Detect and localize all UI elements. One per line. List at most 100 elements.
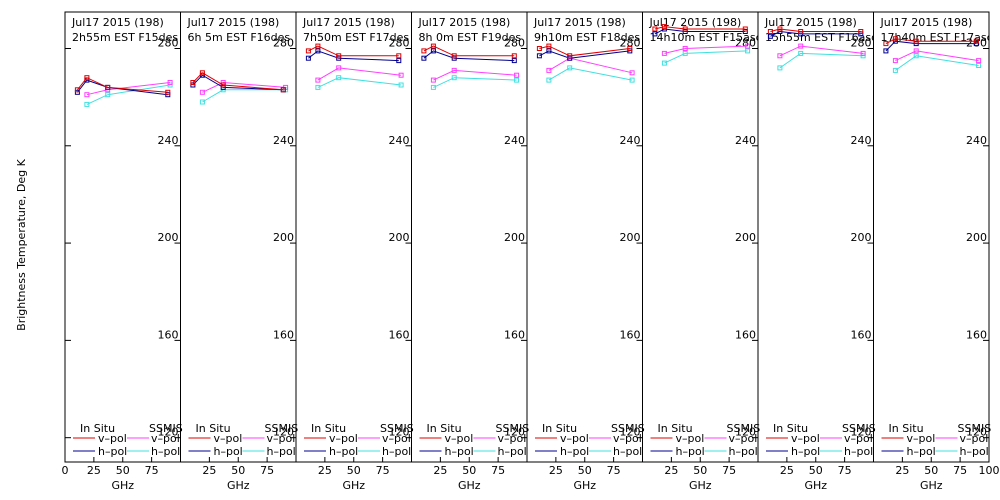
y-tick-label: 280: [158, 36, 179, 49]
ssmis-h-point: [451, 75, 457, 81]
y-tick-label: 120: [158, 426, 179, 439]
x-axis-label: GHz: [573, 479, 596, 492]
insitu-v-point: [190, 80, 196, 85]
x-tick-label: 50: [231, 464, 245, 477]
insitu-v-point: [798, 29, 804, 34]
x-tick-label: 75: [145, 464, 159, 477]
ssmis-v-point: [336, 65, 342, 71]
ssmis-h-point: [798, 50, 804, 56]
x-tick-label: 25: [202, 464, 216, 477]
ssmis-h-line: [664, 50, 748, 64]
x-tick-label: 75: [607, 464, 621, 477]
insitu-v-point: [627, 46, 633, 51]
panel-titles: Jul17 2015 (198) 15h55m EST F16asc: [764, 16, 877, 44]
panel-date: Jul17 2015 (198): [302, 16, 395, 29]
y-tick-label: 200: [966, 231, 987, 244]
ssmis-h-point: [430, 84, 436, 90]
panel-titles: Jul17 2015 (198) 6h 5m EST F16des: [187, 16, 291, 42]
insitu-v-line: [77, 77, 168, 93]
legend-label: h–pol: [382, 445, 411, 458]
ssmis-h-point: [336, 75, 342, 81]
y-tick-label: 160: [504, 328, 525, 341]
legend-label: h–pol: [907, 445, 936, 458]
insitu-v-point: [451, 53, 457, 59]
insitu-v-point: [220, 82, 226, 88]
x-tick-label: 75: [953, 464, 967, 477]
legend-label: h–pol: [560, 445, 589, 458]
insitu-v-point: [913, 38, 919, 44]
x-tick-label: 0: [62, 464, 69, 477]
legend-title-in-situ: In Situ: [427, 422, 462, 435]
x-tick-label: 25: [549, 464, 563, 477]
insitu-h-line: [308, 50, 399, 62]
y-tick-label: 160: [158, 328, 179, 341]
x-tick-label: 75: [838, 464, 852, 477]
legend-label: h–pol: [960, 445, 989, 458]
panel-date: Jul17 2015 (198): [764, 16, 857, 29]
insitu-h-point: [511, 58, 517, 64]
insitu-h-point: [536, 53, 542, 59]
y-tick-label: 120: [620, 426, 641, 439]
insitu-v-line: [770, 28, 861, 32]
ssmis-v-line: [548, 57, 633, 74]
insitu-v-point: [767, 29, 773, 34]
insitu-v-point: [511, 53, 517, 59]
insitu-v-line: [192, 72, 284, 91]
ssmis-h-point: [976, 63, 982, 68]
panel-date: Jul17 2015 (198): [649, 16, 742, 29]
y-tick-label: 280: [504, 36, 525, 49]
insitu-v-point: [336, 53, 342, 59]
insitu-v-line: [654, 26, 746, 30]
x-axis-label: GHz: [111, 479, 134, 492]
ssmis-h-line: [895, 55, 979, 71]
y-tick-label: 160: [389, 328, 410, 341]
x-tick-label: 75: [722, 464, 736, 477]
panel-time: 15h55m EST F16asc: [765, 31, 877, 44]
y-tick-label: 200: [158, 231, 179, 244]
legend-label: v–pol: [329, 432, 358, 445]
x-axis-label: GHz: [689, 479, 712, 492]
legend-title-in-situ: In Situ: [658, 422, 693, 435]
y-tick-label: 240: [273, 134, 294, 147]
insitu-h-point: [421, 55, 427, 61]
insitu-v-point: [199, 70, 205, 76]
insitu-v-point: [742, 26, 748, 32]
ssmis-v-point: [315, 77, 321, 83]
panel-date: Jul17 2015 (198): [418, 16, 511, 29]
panel-date: Jul17 2015 (198): [187, 16, 280, 29]
insitu-v-point: [165, 89, 171, 95]
x-tick-label: 25: [895, 464, 909, 477]
ssmis-h-point: [777, 65, 783, 71]
ssmis-v-point: [84, 92, 90, 98]
x-tick-label: 25: [87, 464, 101, 477]
insitu-v-point: [546, 43, 552, 49]
insitu-v-point: [305, 48, 311, 54]
ssmis-v-point: [546, 67, 552, 73]
insitu-v-point: [858, 29, 864, 34]
legend-label: h–pol: [844, 445, 873, 458]
legend-title-ssmis: SSMIS: [149, 422, 183, 435]
insitu-v-point: [652, 26, 658, 32]
y-tick-label: 200: [504, 231, 525, 244]
ssmis-v-line: [202, 81, 286, 93]
x-axis-label: GHz: [227, 479, 250, 492]
panel-8: Jul17 2015 (198) 17h40m EST F17asc 120 160 2…: [873, 11, 1000, 492]
ssmis-v-line: [779, 45, 864, 57]
legend-label: v–pol: [498, 432, 527, 445]
ssmis-h-point: [398, 82, 404, 88]
legend-label: h–pol: [791, 445, 820, 458]
ssmis-v-line: [895, 50, 979, 62]
legend-title-in-situ: In Situ: [773, 422, 808, 435]
insitu-v-point: [682, 26, 688, 32]
y-tick-label: 120: [966, 426, 987, 439]
legend-title-ssmis: SSMIS: [380, 422, 414, 435]
insitu-v-point: [661, 24, 667, 30]
insitu-h-line: [770, 30, 861, 37]
legend-label: v–pol: [791, 432, 820, 445]
insitu-h-line: [654, 28, 746, 35]
legend-title-in-situ: In Situ: [311, 422, 346, 435]
